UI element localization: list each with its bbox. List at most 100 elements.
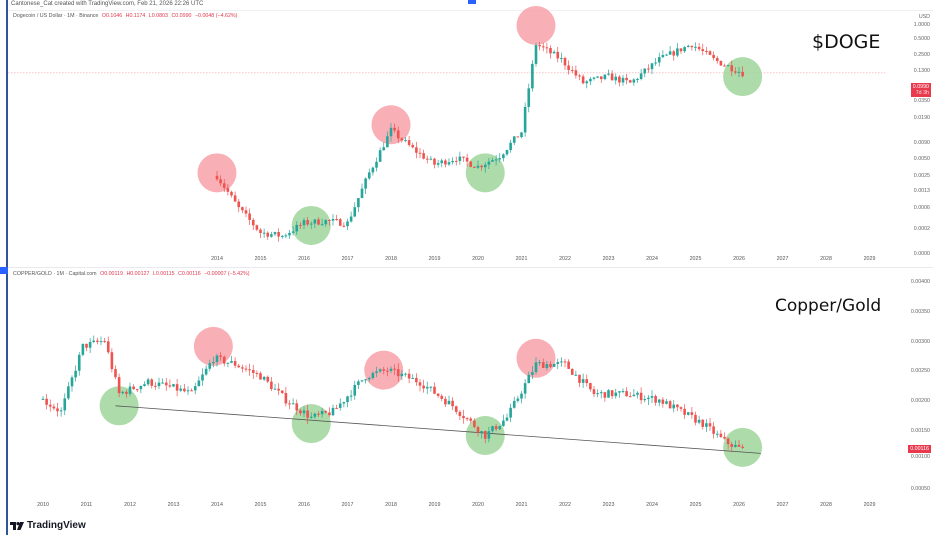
candle bbox=[324, 220, 328, 225]
cg-y-tick: 0.00150 bbox=[910, 428, 930, 434]
bottom-legend: COPPER/GOLD · 1M · Capital.com O0.00119 … bbox=[13, 271, 250, 277]
cg-y-tick: 0.00300 bbox=[910, 339, 930, 345]
candle bbox=[299, 410, 302, 414]
candle bbox=[219, 355, 222, 357]
candle bbox=[578, 75, 581, 77]
candle bbox=[719, 433, 723, 437]
legend-high: H0.1174 bbox=[125, 13, 146, 19]
cg-x-tick: 2020 bbox=[472, 502, 484, 508]
candle bbox=[625, 77, 628, 81]
doge-x-tick: 2015 bbox=[254, 256, 267, 262]
candle bbox=[665, 54, 668, 56]
candle bbox=[451, 400, 454, 407]
candle bbox=[172, 384, 175, 387]
candle bbox=[219, 179, 222, 184]
candle bbox=[657, 57, 661, 63]
candle bbox=[531, 372, 534, 375]
candle bbox=[494, 426, 498, 430]
candle bbox=[639, 392, 643, 401]
candle bbox=[462, 415, 465, 419]
candle bbox=[556, 362, 560, 364]
copper-gold-time-axis[interactable]: 2010 2011 2012 2013 2014 2015 2016 2017 2018 2019… bbox=[0, 502, 885, 514]
legend-open: O0.00119 bbox=[100, 271, 123, 277]
copper-gold-candlestick-plot[interactable] bbox=[8, 268, 885, 496]
candle bbox=[454, 406, 458, 412]
doge-price-axis[interactable]: USD 1.0000 0.5000 0.2500 0.1300 0.0350 0.0190… bbox=[885, 10, 933, 257]
candle bbox=[628, 80, 632, 83]
candle bbox=[244, 210, 248, 214]
candle bbox=[190, 390, 193, 392]
candle bbox=[560, 361, 563, 363]
candle bbox=[288, 403, 291, 405]
candle bbox=[708, 423, 712, 427]
candle bbox=[523, 383, 527, 394]
candle bbox=[607, 390, 610, 398]
candle bbox=[161, 382, 164, 384]
candle bbox=[226, 362, 230, 364]
tradingview-logo[interactable]: TradingView bbox=[10, 520, 86, 531]
candles bbox=[41, 335, 744, 453]
copper-gold-price-axis[interactable]: 0.00400 0.00350 0.00300 0.00250 0.00200 0.001… bbox=[885, 268, 933, 496]
candle bbox=[241, 367, 244, 369]
candle bbox=[621, 77, 625, 83]
candle bbox=[353, 207, 357, 217]
candle bbox=[650, 63, 654, 70]
legend-low: L0.00115 bbox=[152, 271, 175, 277]
candle bbox=[212, 361, 215, 364]
candle bbox=[99, 341, 103, 343]
candle bbox=[650, 396, 654, 398]
cg-y-tick: 0.00400 bbox=[910, 279, 930, 285]
candle bbox=[367, 172, 371, 179]
cg-x-tick: 2012 bbox=[124, 502, 136, 508]
candle bbox=[360, 380, 364, 382]
candle bbox=[270, 381, 273, 390]
cg-x-tick: 2019 bbox=[428, 502, 441, 508]
candle bbox=[338, 219, 342, 226]
candle bbox=[92, 340, 96, 342]
cg-x-tick: 2016 bbox=[298, 502, 310, 508]
candle bbox=[552, 363, 556, 367]
candle bbox=[712, 54, 715, 59]
support-trendline[interactable] bbox=[115, 405, 761, 454]
candle bbox=[251, 219, 255, 226]
candle bbox=[346, 396, 349, 403]
candle bbox=[324, 410, 328, 413]
candle bbox=[400, 138, 404, 141]
candle bbox=[175, 384, 179, 391]
doge-candlestick-plot[interactable] bbox=[8, 5, 885, 253]
price-tag-value: 0.00116 bbox=[910, 446, 929, 452]
candle bbox=[643, 399, 647, 401]
candle bbox=[585, 81, 589, 84]
doge-y-tick: 0.0090 bbox=[913, 140, 930, 146]
candle bbox=[244, 368, 248, 370]
legend-symbol: Dogecoin / US Dollar · 1M · Binance bbox=[13, 13, 99, 19]
candle bbox=[433, 158, 436, 165]
doge-x-tick: 2019 bbox=[428, 256, 441, 262]
candle bbox=[592, 389, 596, 395]
candle bbox=[618, 391, 621, 393]
candle bbox=[338, 403, 342, 408]
candle bbox=[469, 418, 473, 421]
candle bbox=[545, 47, 549, 49]
pane-divider[interactable] bbox=[8, 267, 933, 268]
candle bbox=[476, 427, 480, 433]
candle bbox=[734, 71, 737, 73]
candle bbox=[150, 379, 154, 386]
candle bbox=[603, 392, 607, 398]
cg-x-tick: 2017 bbox=[341, 502, 354, 508]
candle bbox=[516, 398, 520, 401]
candle bbox=[154, 385, 157, 387]
candle bbox=[527, 374, 531, 384]
candle bbox=[686, 412, 690, 415]
cg-x-tick: 2015 bbox=[254, 502, 267, 508]
doge-y-tick: 0.0002 bbox=[913, 226, 930, 232]
candle bbox=[270, 234, 273, 237]
doge-time-axis[interactable]: 2014 2015 2016 2017 2018 2019 2020 2021 2022 2023… bbox=[0, 256, 885, 268]
candle bbox=[473, 166, 476, 168]
candle bbox=[498, 425, 502, 430]
candle bbox=[505, 150, 509, 155]
cycle-bottom-circle bbox=[465, 153, 505, 193]
candle bbox=[266, 376, 270, 382]
candle bbox=[241, 207, 244, 211]
candle bbox=[48, 404, 52, 407]
